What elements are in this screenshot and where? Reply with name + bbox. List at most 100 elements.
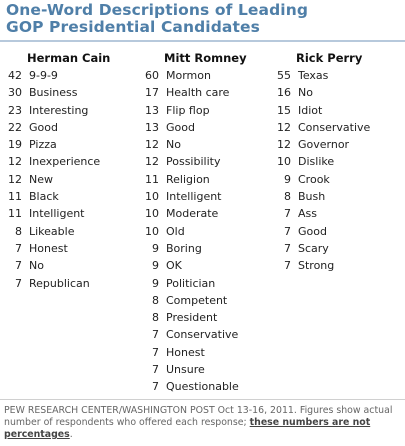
list-item: 11 Religion (140, 171, 247, 188)
list-item: 7 Honest (3, 240, 110, 257)
list-item: 7 Scary (272, 240, 370, 257)
source-note: PEW RESEARCH CENTER/WASHINGTON POST Oct … (4, 405, 404, 441)
list-item: 8 President (140, 309, 247, 326)
response-word: Intelligent (29, 207, 85, 221)
response-word: Politician (166, 276, 216, 290)
response-count: 12 (8, 172, 22, 186)
list-item: 12 No (140, 136, 247, 153)
list-item: 12 Governor (272, 136, 370, 153)
response-word: Religion (166, 172, 210, 186)
response-word: Crook (298, 172, 330, 186)
response-count: 30 (8, 86, 22, 100)
response-word: Black (29, 190, 59, 204)
response-list: 42 9-9-9 30 Business 23 Interesting 22 Good 19 Pi… (3, 67, 110, 292)
list-item: 55 Texas (272, 67, 370, 84)
response-word: Governor (298, 138, 350, 152)
response-count: 7 (15, 259, 22, 273)
list-item: 7 Strong (272, 257, 370, 274)
response-word: Mormon (166, 69, 211, 82)
response-count: 9 (284, 172, 291, 186)
response-count: 11 (8, 207, 22, 221)
response-word: Ass (298, 207, 317, 221)
response-word: Good (166, 120, 195, 134)
title-line-2: GOP Presidential Candidates (6, 18, 260, 36)
response-word: Bush (298, 190, 326, 204)
list-item: 7 Unsure (140, 361, 247, 378)
response-count: 16 (277, 86, 291, 100)
response-word: OK (166, 259, 182, 273)
response-count: 10 (277, 155, 291, 169)
list-item: 42 9-9-9 (3, 67, 110, 84)
list-item: 12 New (3, 171, 110, 188)
source-end: . (69, 429, 73, 440)
response-count: 7 (15, 276, 22, 290)
response-word: New (29, 172, 53, 186)
list-item: 16 No (272, 84, 370, 101)
response-word: Conservative (166, 328, 239, 342)
column-romney: Mitt Romney 60 Mormon 17 Health care 13 Flip … (140, 49, 247, 396)
list-item: 7 Republican (3, 275, 110, 292)
response-word: Dislike (298, 155, 335, 169)
response-word: Inexperience (29, 155, 101, 169)
source-text: PEW RESEARCH CENTER/WASHINGTON POST Oct … (4, 405, 393, 428)
response-count: 55 (277, 69, 291, 82)
response-word: Old (166, 224, 185, 238)
list-item: 7 Ass (272, 205, 370, 222)
response-count: 60 (145, 69, 159, 82)
response-word: 9-9-9 (29, 69, 58, 82)
response-count: 7 (284, 241, 291, 255)
response-word: Scary (298, 241, 329, 255)
response-word: Interesting (29, 103, 89, 117)
response-word: Strong (298, 259, 335, 273)
response-count: 8 (152, 311, 159, 325)
response-count: 17 (145, 86, 159, 100)
response-word: Republican (29, 276, 90, 290)
response-list: 55 Texas 16 No 15 Idiot 12 Conservative 12 Govern… (272, 67, 370, 275)
response-count: 8 (15, 224, 22, 238)
response-count: 13 (145, 120, 159, 134)
list-item: 11 Intelligent (3, 205, 110, 222)
response-count: 7 (284, 207, 291, 221)
column-cain: Herman Cain 42 9-9-9 30 Business 23 Interesti… (3, 49, 110, 292)
list-item: 19 Pizza (3, 136, 110, 153)
list-item: 30 Business (3, 84, 110, 101)
list-item: 7 Honest (140, 344, 247, 361)
response-word: Intelligent (166, 190, 222, 204)
response-word: Texas (298, 69, 329, 82)
list-item: 15 Idiot (272, 102, 370, 119)
source-emphasis: these numbers are not percentages (4, 417, 371, 440)
response-count: 7 (284, 224, 291, 238)
title-line-1: One-Word Descriptions of Leading (6, 1, 309, 19)
response-word: Flip flop (166, 103, 210, 117)
response-count: 7 (284, 259, 291, 273)
list-item: 11 Black (3, 188, 110, 205)
response-word: Questionable (166, 380, 239, 394)
response-word: Possibility (166, 155, 221, 169)
response-count: 7 (15, 241, 22, 255)
response-count: 13 (145, 103, 159, 117)
list-item: 60 Mormon (140, 67, 247, 84)
response-count: 8 (284, 190, 291, 204)
response-count: 9 (152, 241, 159, 255)
response-word: Good (29, 120, 58, 134)
candidate-heading: Rick Perry (296, 51, 363, 65)
list-item: 12 Inexperience (3, 153, 110, 170)
list-item: 12 Conservative (272, 119, 370, 136)
response-word: Likeable (29, 224, 75, 238)
response-count: 10 (145, 190, 159, 204)
list-item: 9 Politician (140, 275, 247, 292)
list-item: 8 Bush (272, 188, 370, 205)
list-item: 7 Conservative (140, 326, 247, 343)
response-word: Moderate (166, 207, 219, 221)
response-count: 9 (152, 276, 159, 290)
response-count: 42 (8, 69, 22, 82)
list-item: 8 Likeable (3, 223, 110, 240)
response-count: 19 (8, 138, 22, 152)
list-item: 10 Moderate (140, 205, 247, 222)
list-item: 8 Competent (140, 292, 247, 309)
response-word: Good (298, 224, 327, 238)
response-count: 12 (277, 138, 291, 152)
list-item: 13 Good (140, 119, 247, 136)
response-count: 7 (152, 345, 159, 359)
response-word: Competent (166, 293, 228, 307)
